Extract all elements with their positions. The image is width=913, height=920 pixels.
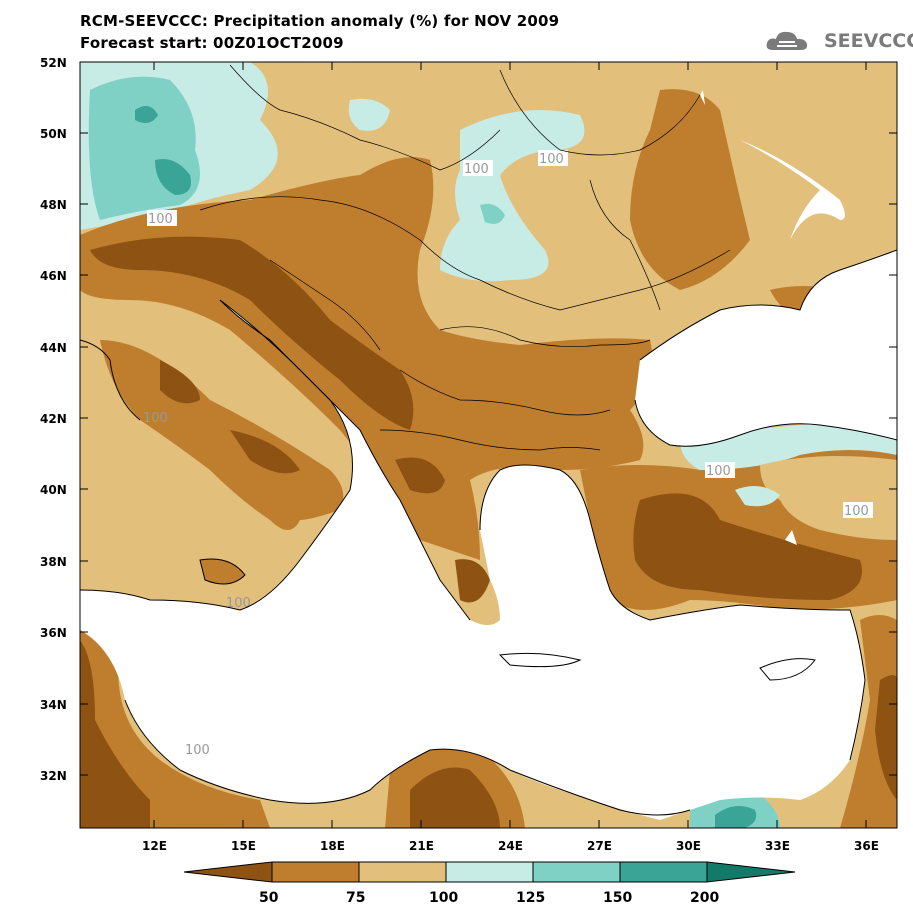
lat-label: 46N <box>40 269 67 283</box>
sea-black <box>635 250 897 447</box>
lon-label: 15E <box>231 839 256 853</box>
field-darkbrown-turkey <box>633 493 862 600</box>
contour-label: 100 <box>143 411 168 426</box>
sea-white-ukraine2 <box>700 90 705 105</box>
field-darkbrown-levant <box>875 675 897 800</box>
colorbar-segment <box>532 861 621 883</box>
lat-label: 48N <box>40 198 67 212</box>
cloud-logo-icon <box>766 31 808 50</box>
field-darkbrown-greece <box>395 457 445 494</box>
sea-white-turkey <box>785 530 797 545</box>
colorbar-segment <box>445 861 534 883</box>
logo-text: SEEVCCC <box>824 30 913 52</box>
lat-label: 42N <box>40 412 67 426</box>
lon-label: 30E <box>676 839 701 853</box>
longitude-axis: 12E 15E 18E 21E 24E 27E 30E 33E 36E <box>142 62 879 853</box>
field-darkbrown-italy2 <box>230 430 300 474</box>
lon-label: 12E <box>142 839 167 853</box>
field-darkbrown-peloponnese <box>455 559 490 603</box>
colorbar-arrow-right <box>706 861 796 883</box>
field-teal-nw-dark2 <box>135 106 158 124</box>
field-brown-ukraine <box>630 89 750 291</box>
field-teal-cz <box>348 98 390 131</box>
field-brown-levant <box>840 615 897 828</box>
colorbar-segment <box>271 861 360 883</box>
lat-label: 52N <box>40 56 67 70</box>
lon-label: 24E <box>498 839 523 853</box>
colorbar <box>183 861 796 883</box>
field-brown-libya-w <box>80 600 270 828</box>
field-darkbrown-libya-e <box>410 767 500 828</box>
colorbar-segment <box>619 861 708 883</box>
forecast-start: Forecast start: 00Z01OCT2009 <box>80 34 344 52</box>
contour-label: 100 <box>226 596 251 611</box>
lon-label: 18E <box>320 839 345 853</box>
field-teal-central-mid <box>480 203 505 224</box>
lat-label: 44N <box>40 341 67 355</box>
lat-label: 38N <box>40 555 67 569</box>
lon-label: 21E <box>409 839 434 853</box>
field-darkteal-egypt <box>715 806 757 828</box>
field-darkbrown-libya-w <box>80 640 150 828</box>
field-tan-turkey <box>760 456 897 540</box>
contour-label: 100 <box>539 152 564 167</box>
field-darkbrown-italy <box>160 360 200 404</box>
contour-label: 100 <box>706 464 731 479</box>
latitude-axis: 52N 50N 48N 46N 44N 42N 40N 38N 36N 34N … <box>40 56 897 783</box>
colorbar-label: 125 <box>516 890 545 906</box>
country-borders <box>199 64 731 451</box>
colorbar-segment <box>358 861 447 883</box>
colorbar-label: 50 <box>259 890 279 906</box>
lat-label: 32N <box>40 769 67 783</box>
colorbar-label: 200 <box>690 890 719 906</box>
colorbar-labels: 50 75 100 125 150 200 <box>259 890 719 906</box>
lat-label: 36N <box>40 626 67 640</box>
lon-label: 36E <box>854 839 879 853</box>
colorbar-label: 100 <box>429 890 458 906</box>
contour-label: 100 <box>464 162 489 177</box>
lon-label: 33E <box>765 839 790 853</box>
lat-label: 40N <box>40 483 67 497</box>
contour-label: 100 <box>185 743 210 758</box>
plot-frame <box>79 61 898 829</box>
sea-mediterranean <box>80 300 865 820</box>
colorbar-arrow-left <box>183 861 273 883</box>
map-title: RCM-SEEVCCC: Precipitation anomaly (%) f… <box>80 12 560 30</box>
field-teal-nw-dark <box>155 159 191 195</box>
coastlines <box>80 249 897 816</box>
field-darkbrown-balkans <box>90 236 414 430</box>
contour-label: 100 <box>844 504 869 519</box>
colorbar-label: 150 <box>603 890 632 906</box>
map-fields <box>80 62 897 828</box>
contour-labels: 100 100 100 100 100 100 100 100 <box>143 150 873 758</box>
contour-label: 100 <box>148 212 173 227</box>
field-teal-nw-mid <box>88 76 200 221</box>
lon-label: 27E <box>587 839 612 853</box>
lat-label: 34N <box>40 698 67 712</box>
colorbar-label: 75 <box>346 890 365 906</box>
field-teal-central <box>440 110 585 282</box>
lat-label: 50N <box>40 127 67 141</box>
field-teal-turkey-c <box>735 486 780 507</box>
sea-white-ukraine <box>740 140 845 240</box>
